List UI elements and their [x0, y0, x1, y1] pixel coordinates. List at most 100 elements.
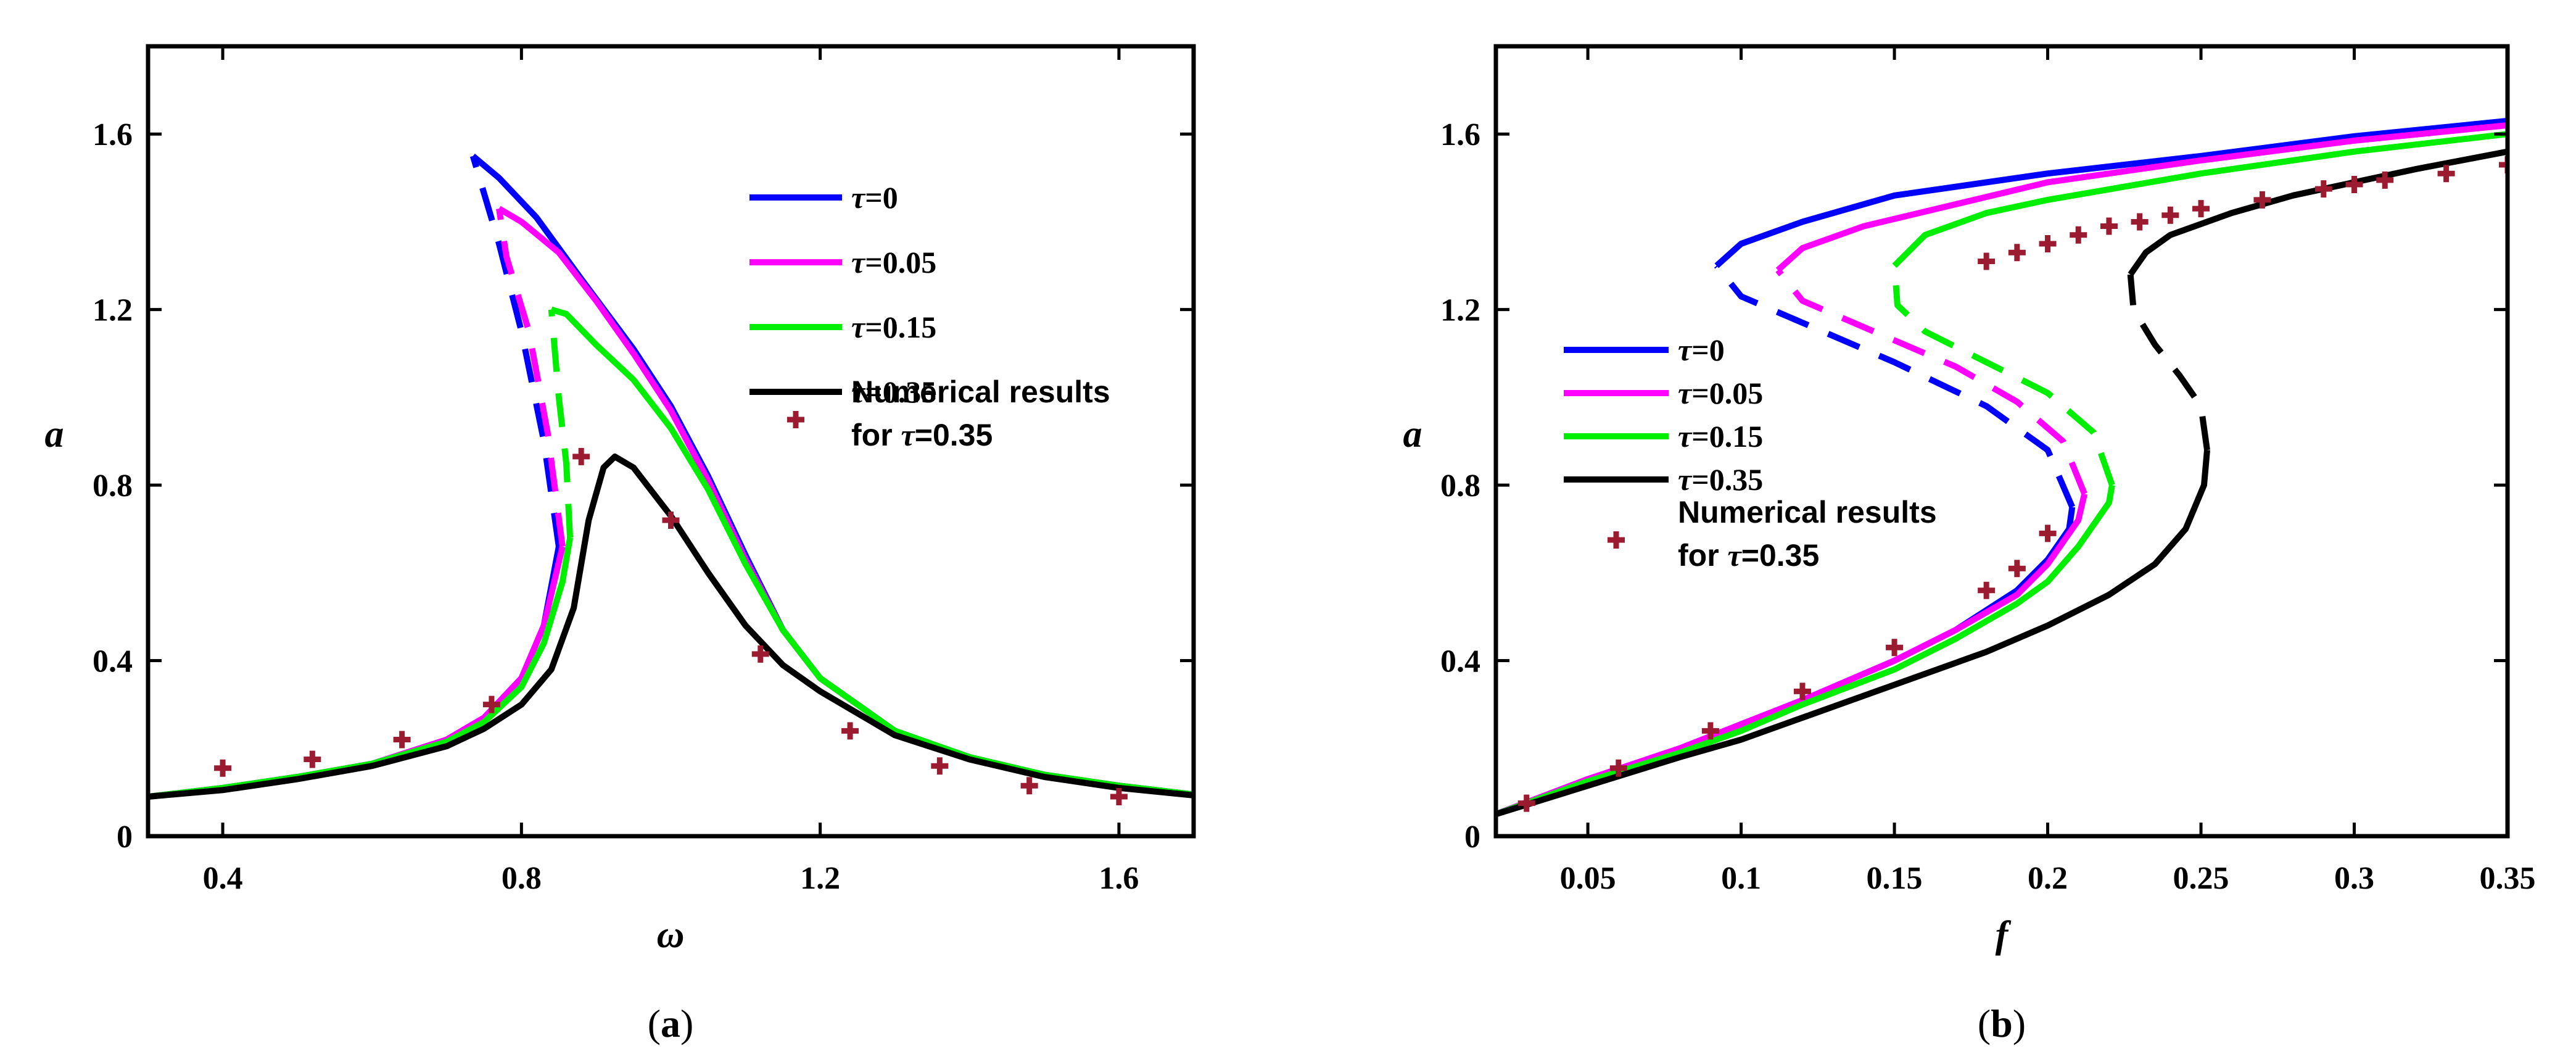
panel-b-legend-label-0: τ=0	[1678, 333, 1725, 367]
panel-b-legend-numerical-line2: for τ=0.35	[1678, 538, 1819, 573]
panel-a: 0.4 0.8 1.2 1.600.40.81.21.6 ω a τ=0τ=0.05τ…	[45, 44, 1196, 1045]
panel-b-xtick-label-5: 0.3	[2334, 861, 2374, 896]
panel-b-ytick-label-3: 1.2	[1440, 293, 1480, 328]
panel-a-numerical-point-0	[214, 759, 232, 777]
panel-b-numerical-point-1	[1609, 759, 1627, 777]
panel-b-numerical-point-17	[2314, 180, 2332, 198]
panel-a-series-tau-0-05-unstable	[496, 208, 566, 547]
panel-a-frame	[146, 44, 1196, 839]
panel-a-numerical-point-7	[841, 722, 859, 740]
panel-a-numerical-point-4	[572, 447, 590, 465]
panel-b-frame	[1493, 44, 2510, 839]
panel-b-series-tau-0-05-unstable	[1775, 268, 2087, 496]
panel-b-xtick-label-4: 0.25	[2173, 861, 2229, 896]
panel-b-numerical-point-13	[2131, 213, 2149, 231]
panel-b-numerical-point-15	[2192, 200, 2210, 218]
panel-b-series-tau-0-stable-upper	[1714, 117, 2508, 268]
panel-a-legend-label-3: τ=0.35	[851, 375, 936, 409]
panel-b-ytick-label-4: 1.6	[1440, 117, 1480, 152]
panel-a-numerical-point-10	[1110, 788, 1128, 805]
panel-a-ytick-label-1: 0.4	[93, 644, 133, 679]
panel-a-series-tau-0-stable-lower	[148, 546, 562, 800]
panel-b-ticks: 0.05 0.1 0.15 0.2 0.25 0.3 0.35 0 0.4 0.8 1.2 1.6	[1440, 46, 2536, 896]
panel-b-numerical-point-20	[2437, 165, 2455, 183]
panel-a-series-tau-0-35-stable	[148, 453, 1194, 800]
panel-a-series-tau-0-15-unstable	[548, 309, 574, 538]
panel-a-ytick-label-4: 1.6	[93, 117, 133, 152]
panel-a-xlabel: ω	[657, 914, 685, 956]
panel-b: 0.05 0.1 0.15 0.2 0.25 0.3 0.35 0 0.4 0.8 1.2 1.6 f…	[1403, 44, 2536, 1045]
panel-b-numerical-point-12	[2100, 217, 2118, 235]
panel-b-numerical-point-7	[2039, 525, 2057, 542]
panel-a-ytick-label-2: 0.8	[93, 468, 133, 504]
panel-b-numerical-point-18	[2345, 176, 2363, 193]
panel-b-numerical-point-5	[1978, 581, 1996, 599]
panel-a-plot-area	[148, 153, 1194, 805]
panel-b-legend-label-3: τ=0.35	[1678, 462, 1763, 497]
panel-b-numerical-point-4	[1886, 639, 1904, 657]
panel-a-ticks: 0.4 0.8 1.2 1.6 0 0.4 0.8 1.2 1.6	[93, 46, 1194, 896]
panel-b-numerical-point-3	[1793, 683, 1811, 700]
panel-b-xtick-label-3: 0.2	[2028, 861, 2068, 896]
panel-b-series-tau-0-15-stable-lower	[1496, 484, 2115, 818]
panel-b-series-tau-0-unstable	[1714, 264, 2075, 508]
panel-a-ylabel: a	[45, 413, 64, 455]
panel-b-ytick-label-1: 0.4	[1440, 644, 1480, 679]
panel-a-legend-label-1: τ=0.05	[851, 245, 936, 280]
panel-b-series-tau-0-05-stable-lower	[1496, 493, 2088, 818]
panel-a-xtick-label-1: 0.8	[502, 861, 542, 896]
panel-b-numerical-point-9	[2008, 244, 2026, 262]
panel-b-series-tau-0-35-unstable	[2127, 274, 2210, 450]
panel-b-series-tau-0-05-stable-upper	[1775, 122, 2508, 273]
panel-a-xtick-label-2: 1.2	[800, 861, 840, 896]
panel-a-legend-numerical-line1: Numerical results	[851, 375, 1110, 409]
panel-b-legend-numerical-marker	[1608, 531, 1625, 549]
panel-a-numerical-point-2	[393, 731, 411, 749]
panel-b-ytick-label-2: 0.8	[1440, 468, 1480, 504]
panel-a-xtick-label-3: 1.6	[1099, 861, 1139, 896]
panel-b-numerical-point-19	[2376, 171, 2394, 189]
panel-a-numerical-point-9	[1020, 777, 1038, 795]
panel-b-numerical-point-16	[2253, 191, 2271, 209]
panel-b-plot-area	[1496, 117, 2508, 818]
panel-a-numerical-point-1	[303, 750, 321, 768]
panel-b-xtick-label-2: 0.15	[1867, 861, 1923, 896]
panel-b-numerical-point-2	[1701, 722, 1719, 740]
panel-b-numerical-point-14	[2161, 206, 2179, 224]
panel-a-ytick-label-0: 0	[117, 820, 133, 855]
panel-b-numerical-point-10	[2039, 235, 2057, 252]
panel-b-ylabel: a	[1403, 413, 1422, 455]
panel-b-numerical-point-8	[1978, 252, 1996, 270]
panel-a-xtick-label-0: 0.4	[203, 861, 243, 896]
panel-b-numerical-point-0	[1517, 794, 1535, 812]
panel-a-numerical-point-3	[482, 695, 500, 713]
panel-a-series-tau-0-15-stable-lower	[148, 537, 574, 800]
panel-a-numerical-point-5	[662, 512, 680, 529]
panel-a-caption: (a)	[648, 1002, 694, 1045]
panel-b-ytick-label-0: 0	[1464, 820, 1480, 855]
panel-a-ytick-label-3: 1.2	[93, 293, 133, 328]
panel-b-numerical-point-6	[2008, 560, 2026, 578]
panel-b-xtick-label-6: 0.35	[2480, 861, 2536, 896]
panel-b-caption: (b)	[1978, 1002, 2026, 1045]
panel-b-numerical-point-21	[2499, 156, 2508, 173]
panel-b-xtick-label-1: 0.1	[1721, 861, 1761, 896]
panel-b-series-tau-0-35-stable-lower	[1496, 449, 2210, 818]
panel-a-legend-label-0: τ=0	[851, 180, 898, 215]
panel-a-numerical-point-6	[751, 645, 769, 663]
panel-b-series-tau-0-15-unstable	[1891, 265, 2115, 486]
panel-a-legend-numerical-line2: for τ=0.35	[851, 418, 993, 452]
panel-a-numerical-point-8	[931, 757, 949, 775]
panel-b-legend-label-2: τ=0.15	[1678, 419, 1763, 454]
panel-a-legend-label-2: τ=0.15	[851, 310, 936, 344]
panel-b-legend-label-1: τ=0.05	[1678, 376, 1763, 410]
panel-b-xlabel: f	[1996, 914, 2012, 956]
panel-a-series-tau-0-05-stable-lower	[148, 546, 566, 800]
panel-b-legend-numerical-line1: Numerical results	[1678, 495, 1937, 529]
panel-b-numerical-point-11	[2070, 226, 2087, 244]
panel-a-legend-numerical-marker	[787, 411, 804, 428]
panel-b-xtick-label-0: 0.05	[1560, 861, 1616, 896]
